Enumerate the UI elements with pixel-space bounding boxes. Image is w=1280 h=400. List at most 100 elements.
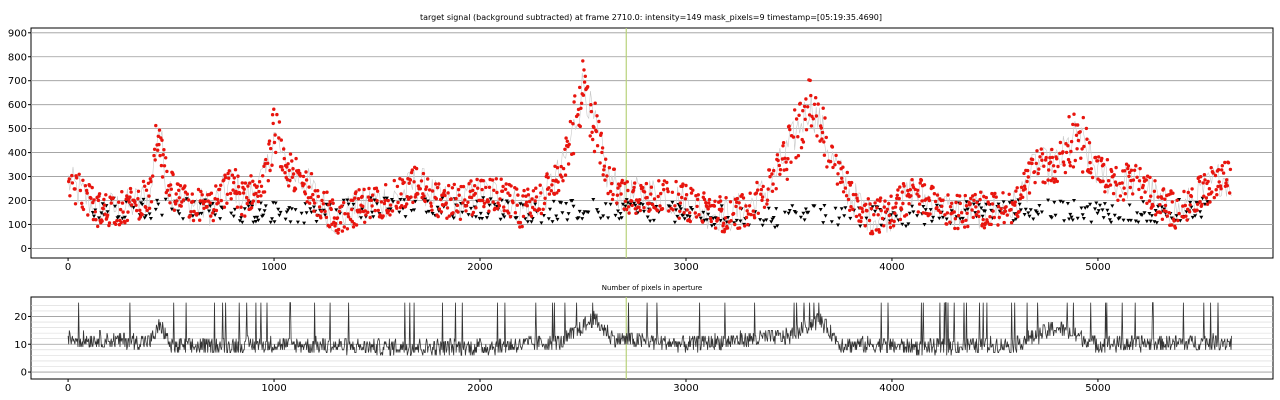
data-point-circle <box>162 148 166 152</box>
data-point-triangle <box>251 220 256 225</box>
data-point-circle <box>582 68 586 72</box>
data-point-circle <box>994 195 998 199</box>
data-point-triangle <box>346 202 351 207</box>
data-point-circle <box>563 173 568 177</box>
data-point-circle <box>576 113 580 117</box>
data-point-triangle <box>904 224 908 229</box>
data-point-circle <box>932 192 937 196</box>
data-point-triangle <box>1193 214 1198 218</box>
data-point-circle <box>595 144 600 148</box>
data-point-circle <box>464 204 469 208</box>
data-point-circle <box>1143 190 1147 194</box>
data-point-circle <box>849 180 854 185</box>
data-point-circle <box>625 180 629 184</box>
data-point-triangle <box>1149 214 1154 218</box>
data-point-circle <box>191 218 196 223</box>
data-point-circle <box>941 198 945 202</box>
data-point-circle <box>1039 147 1044 151</box>
data-point-circle <box>979 190 983 194</box>
data-point-circle <box>1033 180 1037 185</box>
data-point-circle <box>673 204 677 208</box>
data-point-circle <box>1026 175 1031 179</box>
data-point-triangle <box>1144 219 1149 224</box>
data-point-circle <box>615 193 620 197</box>
data-point-triangle <box>616 209 620 213</box>
data-point-circle <box>977 214 981 219</box>
data-point-circle <box>1153 179 1157 183</box>
data-point-circle <box>1013 203 1017 207</box>
data-point-circle <box>84 188 89 193</box>
data-point-circle <box>662 187 666 192</box>
data-point-circle <box>475 177 479 182</box>
data-point-circle <box>1114 165 1118 170</box>
data-point-circle <box>296 168 301 173</box>
data-point-circle <box>765 202 769 206</box>
data-point-circle <box>843 186 848 190</box>
data-point-circle <box>1216 168 1221 172</box>
data-point-circle <box>323 209 327 214</box>
data-point-circle <box>383 198 387 203</box>
data-point-circle <box>781 141 786 145</box>
data-point-circle <box>255 184 259 189</box>
data-point-circle <box>600 150 604 155</box>
data-point-triangle <box>576 216 581 220</box>
data-point-circle <box>211 211 215 215</box>
data-point-circle <box>270 163 274 167</box>
data-point-triangle <box>801 211 806 216</box>
data-point-circle <box>1063 170 1068 175</box>
data-point-circle <box>1105 158 1110 162</box>
data-point-circle <box>70 181 75 185</box>
data-point-circle <box>209 214 213 218</box>
data-point-circle <box>759 192 763 196</box>
data-point-circle <box>455 203 460 208</box>
data-point-triangle <box>501 213 506 217</box>
data-point-circle <box>1056 164 1060 169</box>
data-point-circle <box>1123 169 1127 173</box>
data-point-circle <box>952 210 956 214</box>
data-point-triangle <box>289 207 294 211</box>
data-point-circle <box>1014 189 1018 193</box>
data-point-triangle <box>761 219 766 223</box>
data-point-circle <box>857 213 862 217</box>
data-point-triangle <box>360 207 365 211</box>
data-point-triangle <box>958 217 963 221</box>
data-point-circle <box>154 123 158 128</box>
data-point-triangle <box>979 206 984 210</box>
data-point-triangle <box>413 199 418 204</box>
data-point-circle <box>429 204 434 208</box>
data-point-circle <box>902 184 906 188</box>
data-point-circle <box>804 128 809 132</box>
data-point-circle <box>157 142 161 147</box>
data-point-circle <box>1116 198 1120 202</box>
data-point-circle <box>971 215 975 220</box>
data-point-triangle <box>302 221 307 226</box>
data-point-circle <box>789 160 793 164</box>
data-point-circle <box>891 224 896 228</box>
data-point-triangle <box>621 202 625 207</box>
data-point-triangle <box>900 222 905 227</box>
data-point-circle <box>722 221 726 225</box>
data-point-circle <box>191 199 195 204</box>
data-point-circle <box>1118 194 1123 198</box>
data-point-circle <box>980 222 985 226</box>
data-point-circle <box>844 194 849 198</box>
data-point-circle <box>567 142 571 147</box>
data-point-circle <box>822 153 827 157</box>
data-point-circle <box>550 183 554 187</box>
data-point-circle <box>1145 201 1149 205</box>
data-point-triangle <box>181 217 185 221</box>
data-point-circle <box>324 215 329 220</box>
data-point-triangle <box>1088 202 1093 207</box>
data-point-circle <box>749 212 753 217</box>
data-point-circle <box>1102 162 1106 167</box>
data-point-circle <box>845 170 849 175</box>
data-point-triangle <box>624 198 629 202</box>
data-point-circle <box>532 208 537 212</box>
data-point-circle <box>808 78 812 83</box>
data-point-circle <box>350 207 354 212</box>
data-point-circle <box>160 175 165 179</box>
data-point-triangle <box>1121 218 1126 223</box>
data-point-circle <box>156 134 160 138</box>
data-point-triangle <box>1017 202 1022 207</box>
data-point-circle <box>1202 173 1207 177</box>
